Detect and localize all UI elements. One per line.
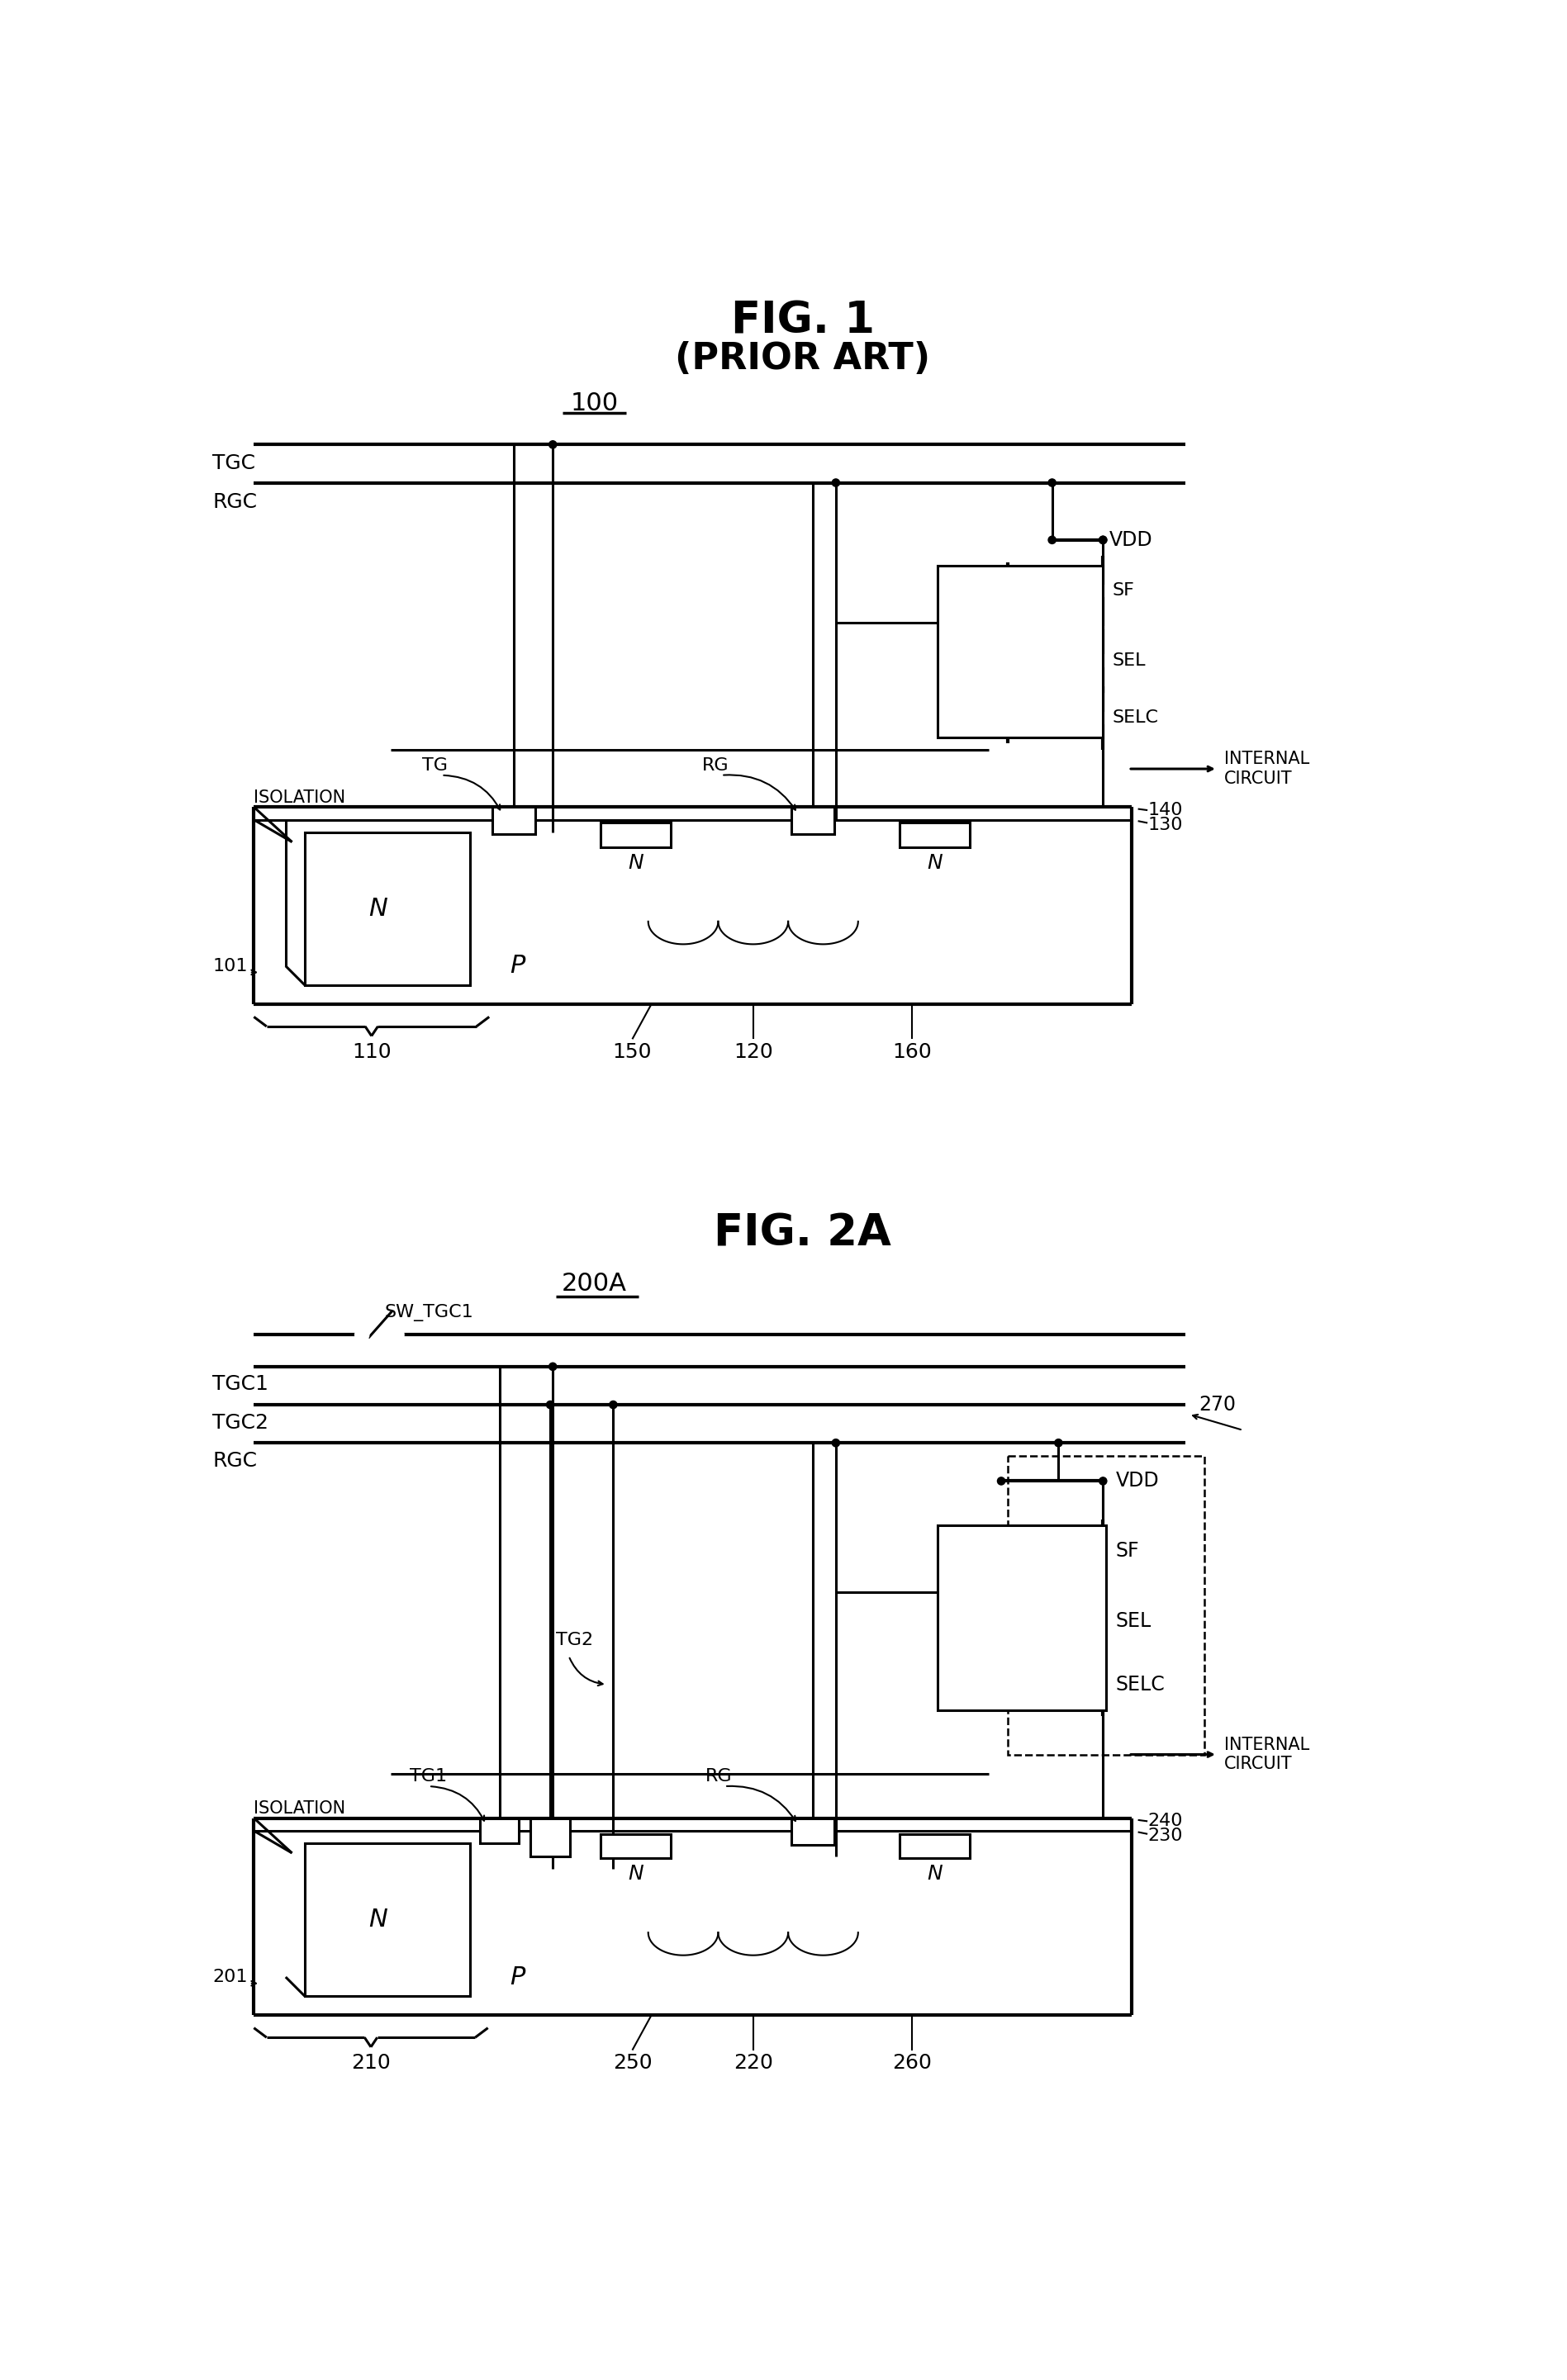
Text: N: N: [628, 852, 642, 873]
Text: TGC1: TGC1: [213, 1376, 268, 1395]
Text: FIG. 1: FIG. 1: [730, 300, 874, 343]
Bar: [600, 1835, 671, 1859]
Text: TG1: TG1: [409, 1768, 447, 1785]
Bar: [304, 1844, 470, 1997]
Text: SW_TGC1: SW_TGC1: [384, 1304, 473, 1321]
Text: INTERNAL: INTERNAL: [1224, 752, 1308, 769]
Text: 210: 210: [351, 2054, 390, 2073]
Text: RGC: RGC: [213, 493, 257, 512]
Text: 140: 140: [1147, 802, 1183, 819]
Text: 230: 230: [1147, 1828, 1183, 1844]
Bar: [899, 823, 970, 847]
Text: SEL: SEL: [1113, 652, 1145, 669]
Text: FIG. 2A: FIG. 2A: [715, 1211, 892, 1254]
Text: RGC: RGC: [213, 1452, 257, 1471]
Bar: [480, 1818, 519, 1844]
Circle shape: [390, 1328, 403, 1342]
Bar: [600, 823, 671, 847]
Text: RG: RG: [705, 1768, 732, 1785]
Text: N: N: [926, 852, 942, 873]
Text: TGC: TGC: [213, 455, 255, 474]
Text: ISOLATION: ISOLATION: [254, 1799, 346, 1816]
Bar: [1008, 1457, 1205, 1754]
Text: VDD: VDD: [1116, 1471, 1160, 1490]
Circle shape: [1098, 536, 1106, 543]
Text: CIRCUIT: CIRCUIT: [1224, 1756, 1293, 1773]
Text: 110: 110: [353, 1042, 392, 1061]
Text: 100: 100: [570, 390, 617, 414]
Text: SELC: SELC: [1116, 1676, 1164, 1695]
Text: CIRCUIT: CIRCUIT: [1224, 771, 1293, 788]
Text: INTERNAL: INTERNAL: [1224, 1737, 1308, 1754]
Text: 201: 201: [213, 1968, 248, 1985]
Bar: [791, 1818, 835, 1844]
Circle shape: [548, 440, 556, 447]
Bar: [937, 1526, 1106, 1709]
Bar: [899, 1835, 970, 1859]
Text: P: P: [511, 1966, 525, 1990]
Text: 160: 160: [893, 1042, 932, 1061]
Text: TG: TG: [423, 757, 448, 773]
Bar: [531, 1818, 570, 1856]
Text: TG2: TG2: [556, 1633, 594, 1649]
Text: SF: SF: [1113, 583, 1135, 600]
Text: SEL: SEL: [1116, 1611, 1152, 1630]
Text: SF: SF: [1116, 1542, 1139, 1561]
Text: 250: 250: [613, 2054, 652, 2073]
Text: 200A: 200A: [561, 1271, 627, 1295]
Text: N: N: [926, 1864, 942, 1885]
Text: 101: 101: [213, 957, 248, 973]
Circle shape: [548, 1364, 556, 1371]
Text: RG: RG: [702, 757, 729, 773]
Circle shape: [610, 1402, 617, 1409]
Text: ISOLATION: ISOLATION: [254, 790, 346, 807]
Bar: [304, 833, 470, 985]
Text: 120: 120: [733, 1042, 773, 1061]
Text: 270: 270: [1199, 1395, 1235, 1414]
Text: N: N: [368, 897, 387, 921]
Circle shape: [832, 478, 840, 486]
Circle shape: [1048, 478, 1056, 486]
Text: VDD: VDD: [1109, 531, 1153, 550]
Circle shape: [1048, 536, 1056, 543]
Circle shape: [832, 1440, 840, 1447]
Text: SELC: SELC: [1113, 709, 1158, 726]
Bar: [791, 807, 835, 833]
Circle shape: [1098, 1478, 1106, 1485]
Text: 240: 240: [1147, 1814, 1183, 1830]
Text: (PRIOR ART): (PRIOR ART): [675, 340, 931, 376]
Text: N: N: [368, 1909, 387, 1933]
Circle shape: [1055, 1440, 1062, 1447]
Text: 260: 260: [892, 2054, 932, 2073]
Circle shape: [998, 1478, 1004, 1485]
Text: 220: 220: [733, 2054, 773, 2073]
Text: P: P: [511, 954, 525, 978]
Text: TGC2: TGC2: [213, 1414, 268, 1433]
Text: N: N: [628, 1864, 642, 1885]
Bar: [492, 807, 536, 833]
Circle shape: [356, 1328, 368, 1342]
Circle shape: [1098, 536, 1106, 543]
Bar: [937, 566, 1103, 738]
Text: 130: 130: [1147, 816, 1183, 833]
Circle shape: [547, 1402, 555, 1409]
Text: 150: 150: [613, 1042, 652, 1061]
